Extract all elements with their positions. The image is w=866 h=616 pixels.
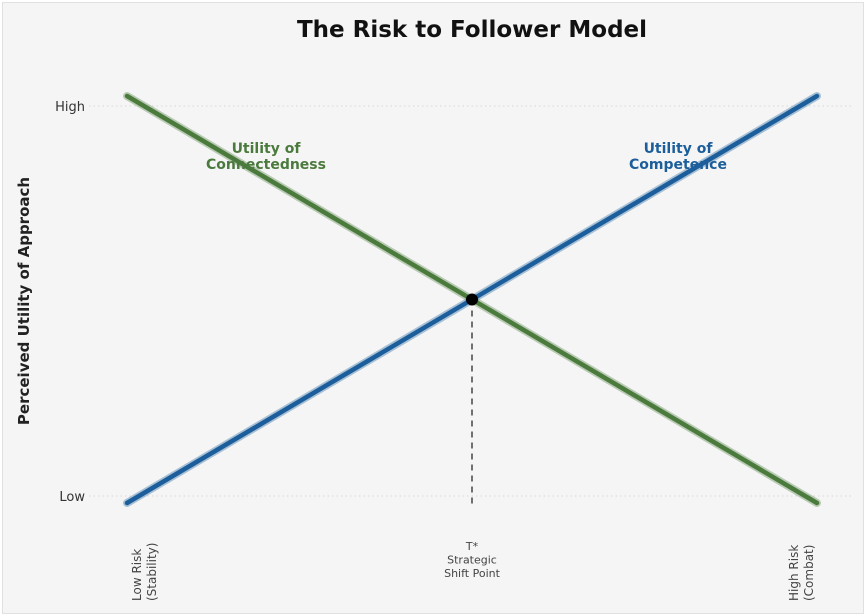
x-tick-left: Low Risk (Stability): [130, 543, 159, 601]
x-tick-mid-line-2: Shift Point: [444, 567, 500, 580]
series-label-1-line-1: Competence: [629, 157, 727, 173]
y-tick-label-1: Low: [59, 490, 85, 505]
intersection-point: [466, 293, 478, 306]
x-tick-left-line-0: Low Risk: [130, 549, 144, 601]
x-tick-right-line-1: (Combat): [802, 545, 816, 601]
y-axis-label: Perceived Utility of Approach: [15, 177, 33, 425]
x-tick-left-line-1: (Stability): [145, 543, 159, 601]
series-label-0-line-1: Connectedness: [206, 157, 326, 173]
x-tick-mid-line-0: T*: [465, 540, 479, 553]
marker-layer: [466, 293, 478, 505]
grid-layer: [89, 105, 851, 497]
series-label-0-line-0: Utility of: [232, 141, 302, 157]
series-label-1-line-0: Utility of: [644, 141, 714, 157]
chart-title: The Risk to Follower Model: [297, 17, 647, 43]
x-tick-mid-line-1: Strategic: [447, 554, 497, 567]
chart-svg: The Risk to Follower Model Perceived Uti…: [15, 17, 851, 601]
y-ticks: High Low: [55, 100, 85, 505]
y-tick-label-0: High: [55, 100, 85, 115]
x-tick-right: High Risk (Combat): [787, 545, 816, 601]
x-tick-right-line-0: High Risk: [787, 545, 801, 601]
